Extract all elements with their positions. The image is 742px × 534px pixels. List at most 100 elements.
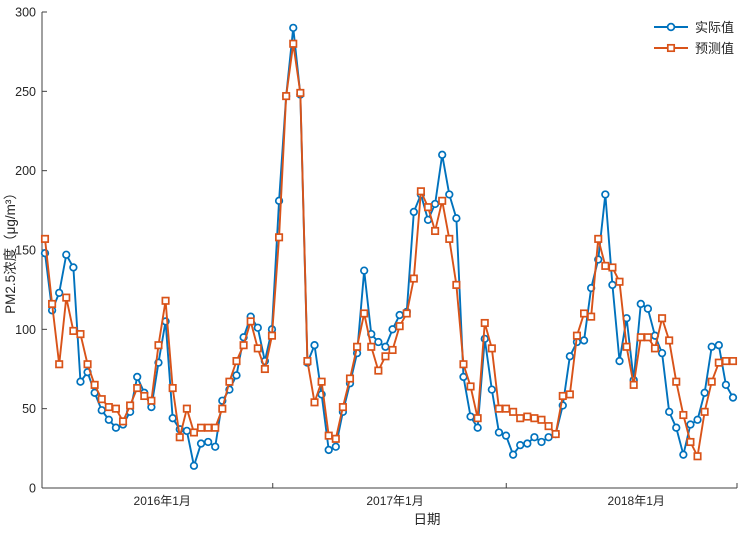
data-point-marker xyxy=(282,92,291,101)
data-point-marker xyxy=(154,341,163,350)
data-point-marker xyxy=(374,337,383,347)
data-point-marker xyxy=(289,39,298,48)
data-point-marker xyxy=(473,414,482,423)
data-point-marker xyxy=(331,434,340,443)
data-point-marker xyxy=(374,366,383,375)
data-point-marker xyxy=(147,396,156,405)
data-point-marker xyxy=(203,437,213,447)
data-point-marker xyxy=(601,190,610,199)
data-point-marker xyxy=(707,342,716,351)
data-point-marker xyxy=(459,372,468,382)
data-point-marker xyxy=(225,377,234,386)
data-point-marker xyxy=(431,226,440,236)
data-point-marker xyxy=(182,426,192,436)
legend: 实际值 预测值 xyxy=(649,15,738,59)
data-point-marker xyxy=(672,377,681,386)
data-point-marker xyxy=(310,341,319,350)
data-point-marker xyxy=(55,288,64,297)
data-point-marker xyxy=(161,296,170,305)
data-point-marker xyxy=(452,214,461,223)
data-point-marker xyxy=(650,344,660,353)
data-point-marker xyxy=(579,336,589,345)
legend-item-actual: 实际值 xyxy=(653,17,734,36)
data-point-marker xyxy=(629,380,638,389)
data-point-marker xyxy=(232,357,241,366)
data-point-marker xyxy=(686,420,695,429)
data-point-marker xyxy=(665,336,674,345)
data-point-marker xyxy=(615,277,624,286)
data-point-marker xyxy=(388,325,397,334)
data-point-marker xyxy=(523,439,532,448)
data-point-marker xyxy=(487,385,496,394)
data-point-marker xyxy=(608,280,617,290)
data-point-marker xyxy=(537,415,546,424)
data-point-marker xyxy=(189,428,198,437)
data-point-marker xyxy=(40,234,50,243)
data-point-marker xyxy=(636,333,645,342)
data-point-marker xyxy=(409,207,418,217)
data-point-marker xyxy=(594,234,603,243)
data-point-marker xyxy=(544,422,553,431)
data-point-marker xyxy=(657,348,667,358)
data-point-marker xyxy=(501,431,511,440)
y-tick-label: 100 xyxy=(15,323,36,337)
y-tick-label: 300 xyxy=(15,6,36,20)
data-point-marker xyxy=(353,342,362,351)
data-point-marker xyxy=(381,352,390,361)
data-point-marker xyxy=(253,323,262,332)
data-point-marker xyxy=(395,322,404,331)
data-point-marker xyxy=(168,383,177,393)
data-point-marker xyxy=(693,415,702,424)
data-point-marker xyxy=(133,372,142,382)
data-point-marker xyxy=(275,233,284,242)
data-point-marker xyxy=(615,356,624,366)
data-point-marker xyxy=(714,358,723,367)
data-point-marker xyxy=(601,261,610,270)
y-axis-label: PM2.5浓度（μg/m³） xyxy=(3,186,18,314)
y-tick-label: 200 xyxy=(15,164,36,178)
y-tick-label: 250 xyxy=(15,85,36,99)
legend-item-predicted: 预测值 xyxy=(653,38,734,57)
data-point-marker xyxy=(196,423,206,432)
data-point-marker xyxy=(494,404,503,413)
data-point-marker xyxy=(686,437,695,447)
data-point-marker xyxy=(636,299,645,309)
data-point-marker xyxy=(367,342,376,351)
data-point-marker xyxy=(296,88,305,97)
data-point-marker xyxy=(409,274,418,283)
data-point-marker xyxy=(175,433,184,442)
data-point-marker xyxy=(388,345,397,355)
data-point-marker xyxy=(558,391,567,401)
data-point-marker xyxy=(580,309,589,318)
x-tick-label: 2018年1月 xyxy=(608,494,665,508)
data-point-marker xyxy=(466,382,475,391)
data-point-marker xyxy=(438,196,447,205)
data-point-marker xyxy=(168,414,177,423)
y-tick-label: 150 xyxy=(15,244,36,258)
data-point-marker xyxy=(196,439,206,448)
data-point-marker xyxy=(140,391,149,401)
data-point-marker xyxy=(587,312,596,321)
data-point-marker xyxy=(423,203,433,212)
data-point-marker xyxy=(360,309,369,318)
data-point-marker xyxy=(324,445,333,455)
data-point-marker xyxy=(679,410,688,420)
data-point-marker xyxy=(537,437,546,447)
data-point-marker xyxy=(260,364,269,374)
data-point-marker xyxy=(324,431,333,440)
data-point-marker xyxy=(658,314,667,323)
data-point-marker xyxy=(714,341,723,350)
data-point-marker xyxy=(126,401,135,410)
data-point-marker xyxy=(90,380,99,389)
data-point-marker xyxy=(69,263,78,272)
data-point-marker xyxy=(395,310,404,320)
data-point-marker xyxy=(345,374,355,383)
data-point-marker xyxy=(707,377,716,386)
data-point-marker xyxy=(104,403,113,412)
data-point-marker xyxy=(516,441,525,450)
data-point-marker xyxy=(480,318,489,328)
data-point-marker xyxy=(445,234,454,243)
data-point-marker xyxy=(360,266,369,275)
actual-series-line xyxy=(44,26,734,467)
